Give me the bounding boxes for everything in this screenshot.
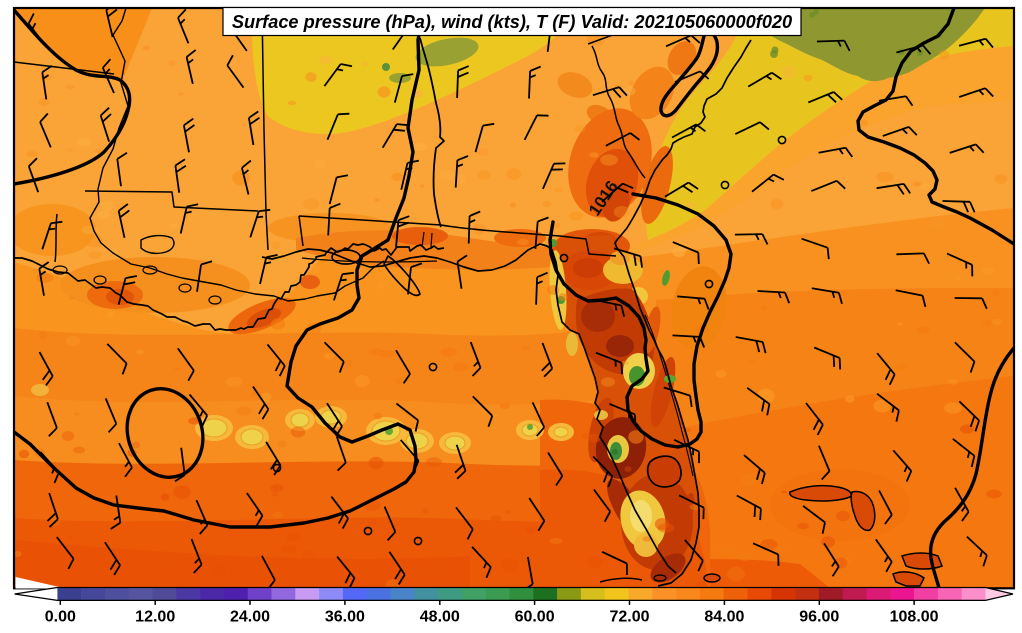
svg-text:108.00: 108.00 <box>890 609 939 626</box>
svg-text:60.00: 60.00 <box>515 609 555 626</box>
svg-text:96.00: 96.00 <box>799 609 839 626</box>
svg-text:36.00: 36.00 <box>325 609 365 626</box>
svg-text:Surface pressure (hPa), wind (: Surface pressure (hPa), wind (kts), T (F… <box>232 12 792 32</box>
svg-text:24.00: 24.00 <box>230 609 270 626</box>
svg-text:48.00: 48.00 <box>420 609 460 626</box>
svg-text:72.00: 72.00 <box>609 609 649 626</box>
svg-text:84.00: 84.00 <box>704 609 744 626</box>
svg-text:12.00: 12.00 <box>135 609 175 626</box>
svg-text:0.00: 0.00 <box>45 609 76 626</box>
